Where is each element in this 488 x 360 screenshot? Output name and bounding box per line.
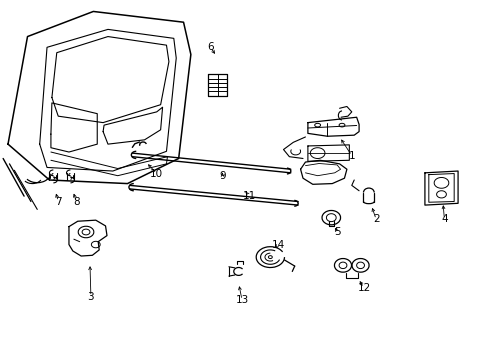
Text: 14: 14 (271, 239, 285, 249)
Text: 8: 8 (73, 197, 80, 207)
Text: 9: 9 (219, 171, 225, 181)
Text: 13: 13 (235, 295, 248, 305)
Text: 1: 1 (348, 150, 354, 161)
Text: 7: 7 (55, 197, 61, 207)
Text: 10: 10 (150, 168, 163, 179)
Text: 6: 6 (206, 42, 213, 52)
Text: 4: 4 (440, 215, 447, 224)
Text: 3: 3 (87, 292, 94, 302)
Text: 5: 5 (333, 227, 340, 237)
Text: 11: 11 (242, 191, 256, 201)
Text: 12: 12 (357, 283, 370, 293)
Text: 2: 2 (372, 215, 379, 224)
